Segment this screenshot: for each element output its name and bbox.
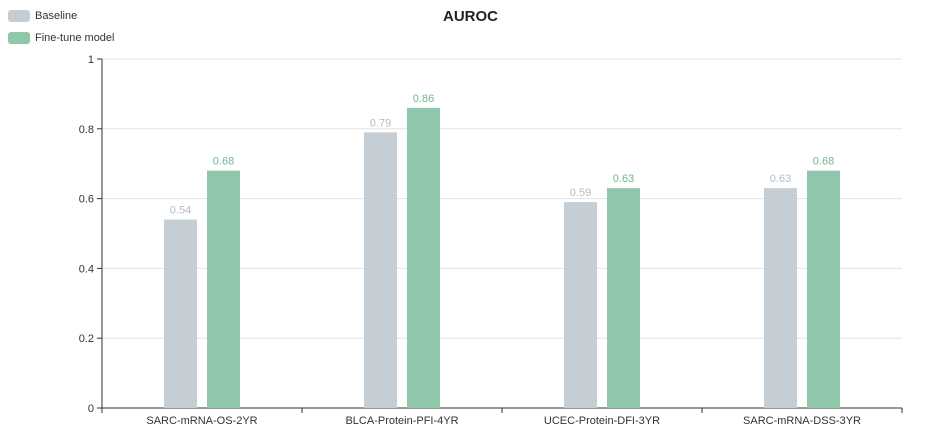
- data-label-fine-tune: 0.68: [813, 156, 834, 168]
- bar-baseline: [564, 202, 597, 408]
- legend: Baseline Fine-tune model: [8, 8, 115, 52]
- x-tick-label: SARC-mRNA-DSS-3YR: [743, 415, 861, 427]
- chart-title: AUROC: [443, 8, 498, 25]
- bar-baseline: [164, 219, 197, 408]
- y-tick-label: 1: [88, 54, 94, 66]
- bar-fine-tune: [207, 170, 240, 408]
- y-tick-label: 0.4: [79, 263, 94, 275]
- legend-label-baseline: Baseline: [35, 9, 78, 22]
- data-label-baseline: 0.59: [570, 187, 591, 199]
- data-label-baseline: 0.63: [770, 173, 791, 185]
- data-label-fine-tune: 0.63: [613, 173, 634, 185]
- bar-baseline: [764, 188, 797, 408]
- data-label-fine-tune: 0.68: [213, 156, 234, 168]
- legend-swatch-baseline: [8, 9, 30, 22]
- y-tick-label: 0: [88, 403, 94, 415]
- bar-baseline: [364, 132, 397, 409]
- legend-swatch-fine-tune: [8, 31, 30, 44]
- data-label-fine-tune: 0.86: [413, 93, 434, 105]
- y-tick-label: 0.2: [79, 333, 94, 345]
- bar-fine-tune: [607, 188, 640, 408]
- data-label-baseline: 0.79: [370, 117, 391, 129]
- legend-label-fine-tune: Fine-tune model: [35, 31, 115, 44]
- bar-fine-tune: [807, 170, 840, 408]
- legend-item-baseline[interactable]: Baseline: [8, 8, 115, 23]
- y-tick-label: 0.8: [79, 124, 94, 136]
- legend-item-fine-tune[interactable]: Fine-tune model: [8, 30, 115, 45]
- x-tick-label: SARC-mRNA-OS-2YR: [146, 415, 257, 427]
- x-tick-label: UCEC-Protein-DFI-3YR: [544, 415, 660, 427]
- bar-fine-tune: [407, 107, 440, 409]
- data-label-baseline: 0.54: [170, 205, 191, 217]
- x-tick-label: BLCA-Protein-PFI-4YR: [345, 415, 458, 427]
- y-tick-label: 0.6: [79, 194, 94, 206]
